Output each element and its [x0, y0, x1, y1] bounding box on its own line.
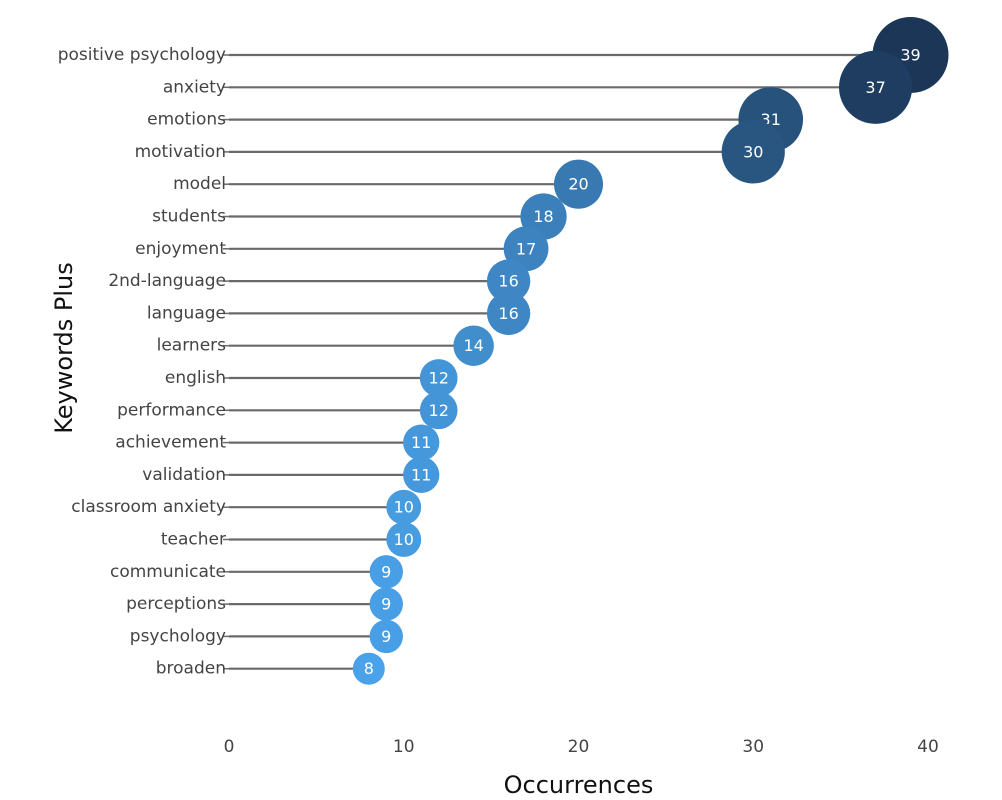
category-label: classroom anxiety — [71, 497, 226, 517]
bubble-10 — [419, 359, 458, 397]
data-label: 39 — [900, 46, 920, 65]
data-label: 16 — [498, 304, 518, 323]
y-axis-title: Keywords Plus — [50, 262, 78, 434]
data-label: 12 — [429, 401, 449, 420]
category-label: teacher — [161, 530, 226, 550]
bubble-18 — [369, 619, 403, 654]
bubble-8 — [486, 291, 531, 336]
x-tick-label: 40 — [917, 737, 939, 757]
category-label: broaden — [156, 659, 226, 679]
data-label: 9 — [381, 562, 391, 581]
category-label: students — [152, 207, 226, 227]
category-label: enjoyment — [135, 239, 226, 259]
bubble-4 — [553, 159, 604, 209]
data-label: 11 — [411, 433, 431, 452]
category-label: language — [147, 303, 226, 323]
data-label: 10 — [394, 530, 414, 549]
data-label: 10 — [394, 498, 414, 517]
x-tick-label: 0 — [224, 737, 235, 757]
category-label: achievement — [115, 433, 226, 453]
category-label: anxiety — [163, 77, 226, 97]
category-label: psychology — [130, 626, 226, 646]
category-label: motivation — [135, 142, 226, 162]
bubble-11 — [419, 391, 458, 430]
category-label: performance — [117, 400, 226, 420]
data-label: 14 — [463, 336, 483, 355]
data-label: 11 — [411, 465, 431, 484]
category-label: model — [173, 174, 226, 194]
data-label: 9 — [381, 627, 391, 646]
data-label: 18 — [533, 207, 553, 226]
x-tick-label: 10 — [393, 737, 415, 757]
category-label: english — [165, 368, 226, 388]
category-label: validation — [142, 465, 226, 485]
data-label: 12 — [429, 369, 449, 388]
bubble-13 — [403, 456, 440, 494]
data-label: 8 — [364, 659, 374, 678]
bubble-16 — [369, 555, 403, 589]
x-axis-title: Occurrences — [504, 771, 654, 799]
stems-group — [229, 53, 911, 670]
bubble-14 — [386, 489, 422, 525]
x-tick-labels-group: 0 10 20 30 40 — [224, 737, 939, 757]
bubble-6 — [503, 226, 549, 272]
data-label: 20 — [568, 175, 588, 194]
x-tick-label: 30 — [742, 737, 764, 757]
bubble-7 — [486, 259, 531, 303]
data-label: 9 — [381, 595, 391, 614]
category-label: learners — [157, 336, 227, 356]
category-ticks-group — [223, 54, 229, 670]
bubble-9 — [453, 325, 494, 366]
bubble-1 — [838, 50, 913, 124]
bubble-12 — [403, 424, 440, 461]
category-label: perceptions — [126, 594, 226, 614]
data-label: 17 — [516, 239, 536, 258]
bubble-15 — [386, 522, 422, 557]
data-label: 30 — [743, 142, 763, 161]
category-labels-group: positive psychology anxiety emotions motiva… — [58, 45, 227, 679]
category-label: emotions — [147, 110, 226, 130]
data-label: 37 — [865, 78, 885, 97]
x-tick-label: 20 — [568, 737, 590, 757]
bubble-19 — [352, 652, 385, 685]
category-label: 2nd-language — [108, 271, 226, 291]
data-label: 16 — [498, 272, 518, 291]
bubble-17 — [369, 587, 403, 621]
category-label: positive psychology — [58, 45, 226, 65]
bubble-3 — [721, 120, 785, 184]
category-label: communicate — [110, 562, 226, 582]
